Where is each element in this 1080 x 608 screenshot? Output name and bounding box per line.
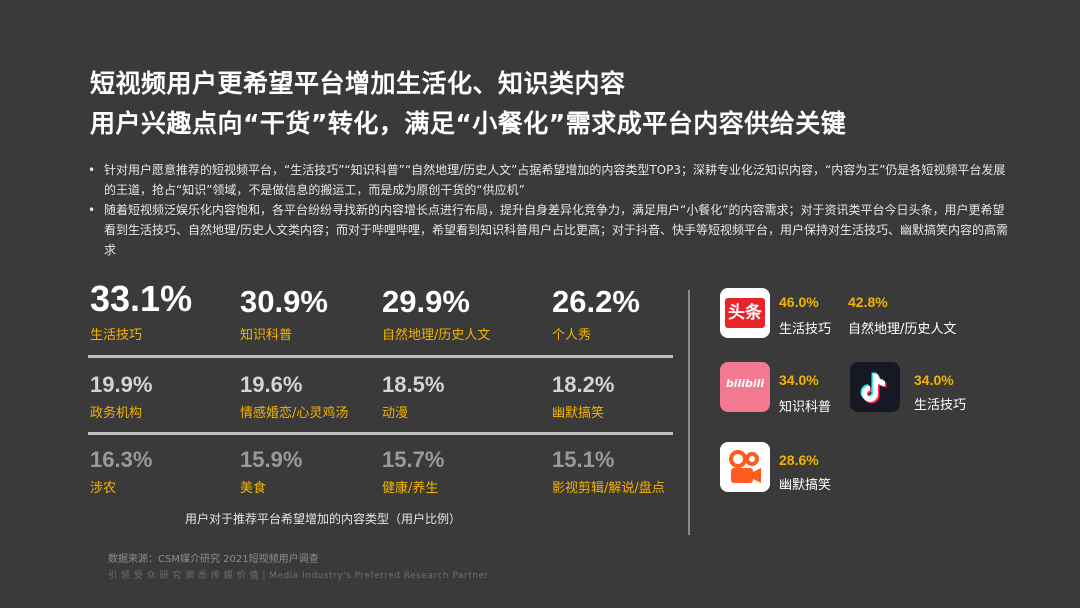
stat-percent: 26.2%	[552, 284, 640, 319]
stat-percent: 29.9%	[382, 284, 470, 319]
divider	[88, 355, 673, 358]
toutiao-label-2: 自然地理/历史人文	[848, 322, 957, 337]
stat-percent: 18.5%	[382, 372, 445, 397]
stat-label: 知识科普	[240, 328, 293, 343]
kuaishou-pct: 28.6%	[779, 452, 819, 468]
stat-percent: 30.9%	[240, 284, 328, 319]
bilibili-label: 知识科普	[779, 400, 832, 415]
kuaishou-camera-icon	[729, 450, 761, 483]
stat-label: 政务机构	[90, 406, 143, 421]
stat-label: 幽默搞笑	[552, 406, 605, 421]
bilibili-logo-icon: bilibili	[720, 362, 770, 412]
stats-caption: 用户对于推荐平台希望增加的内容类型（用户比例）	[185, 512, 462, 526]
stat-item: 29.9% 自然地理/历史人文	[382, 284, 490, 343]
bullet-list: • 针对用户愿意推荐的短视频平台，“生活技巧”“知识科普”“自然地理/历史人文”…	[88, 160, 1013, 260]
toutiao-pct-1: 46.0%	[779, 294, 819, 310]
page-title: 短视频用户更希望平台增加生活化、知识类内容	[90, 69, 626, 98]
stat-item: 33.1% 生活技巧	[90, 278, 192, 343]
stat-item: 15.9% 美食	[240, 447, 302, 496]
stat-item: 16.3% 涉农	[90, 447, 152, 496]
douyin-pct: 34.0%	[914, 372, 954, 388]
footer-slogan: 引 领 受 众 研 究 洞 悉 传 媒 价 值 | Media Industry…	[108, 571, 489, 581]
stat-item: 15.7% 健康/养生	[382, 447, 444, 496]
bullet-marker: •	[88, 163, 96, 177]
douyin-logo-icon	[850, 362, 900, 412]
toutiao-label-1: 生活技巧	[779, 322, 832, 337]
data-source: 数据来源：CSM媒介研究 2021短视频用户调查	[108, 554, 319, 565]
stat-label: 健康/养生	[382, 481, 439, 496]
stat-percent: 19.6%	[240, 372, 303, 397]
stat-percent: 15.1%	[552, 447, 615, 472]
bullet-text: 针对用户愿意推荐的短视频平台，“生活技巧”“知识科普”“自然地理/历史人文”占据…	[104, 163, 1006, 197]
toutiao-pct-2: 42.8%	[848, 294, 888, 310]
bullet-item: • 针对用户愿意推荐的短视频平台，“生活技巧”“知识科普”“自然地理/历史人文”…	[88, 160, 1013, 200]
stat-percent: 15.7%	[382, 447, 445, 472]
stat-label: 自然地理/历史人文	[382, 328, 491, 343]
douyin-note-icon	[860, 372, 887, 404]
stat-label: 涉农	[90, 481, 117, 496]
stat-item: 15.1% 影视剪辑/解说/盘点	[552, 447, 665, 496]
bilibili-logo-text: bilibili	[725, 377, 765, 390]
bullet-marker: •	[88, 203, 96, 217]
divider	[88, 432, 673, 435]
stat-label: 生活技巧	[90, 328, 143, 343]
stat-percent: 18.2%	[552, 372, 615, 397]
toutiao-logo-text: 头条	[725, 298, 765, 328]
page-subtitle: 用户兴趣点向“干货”转化，满足“小餐化”需求成平台内容供给关键	[90, 109, 847, 138]
stat-item: 19.6% 情感婚恋/心灵鸡汤	[240, 372, 348, 421]
kuaishou-logo-icon	[720, 442, 770, 492]
stat-label: 情感婚恋/心灵鸡汤	[240, 406, 349, 421]
bilibili-pct: 34.0%	[779, 372, 819, 388]
stat-percent: 33.1%	[90, 278, 193, 319]
toutiao-logo-icon: 头条	[720, 288, 770, 338]
vertical-divider	[688, 290, 690, 535]
stat-item: 26.2% 个人秀	[552, 284, 640, 343]
stat-item: 19.9% 政务机构	[90, 372, 152, 421]
stat-percent: 16.3%	[90, 447, 153, 472]
stat-label: 美食	[240, 481, 267, 496]
stat-label: 影视剪辑/解说/盘点	[552, 481, 665, 496]
stat-percent: 15.9%	[240, 447, 303, 472]
bullet-text: 随着短视频泛娱乐化内容饱和，各平台纷纷寻找新的内容增长点进行布局，提升自身差异化…	[104, 203, 1009, 257]
stat-item: 18.5% 动漫	[382, 372, 444, 421]
stat-percent: 19.9%	[90, 372, 153, 397]
stat-label: 个人秀	[552, 328, 592, 343]
stat-label: 动漫	[382, 406, 409, 421]
douyin-label: 生活技巧	[914, 398, 967, 413]
bullet-item: • 随着短视频泛娱乐化内容饱和，各平台纷纷寻找新的内容增长点进行布局，提升自身差…	[88, 200, 1013, 260]
kuaishou-label: 幽默搞笑	[779, 478, 832, 493]
stat-item: 30.9% 知识科普	[240, 284, 328, 343]
stat-item: 18.2% 幽默搞笑	[552, 372, 614, 421]
